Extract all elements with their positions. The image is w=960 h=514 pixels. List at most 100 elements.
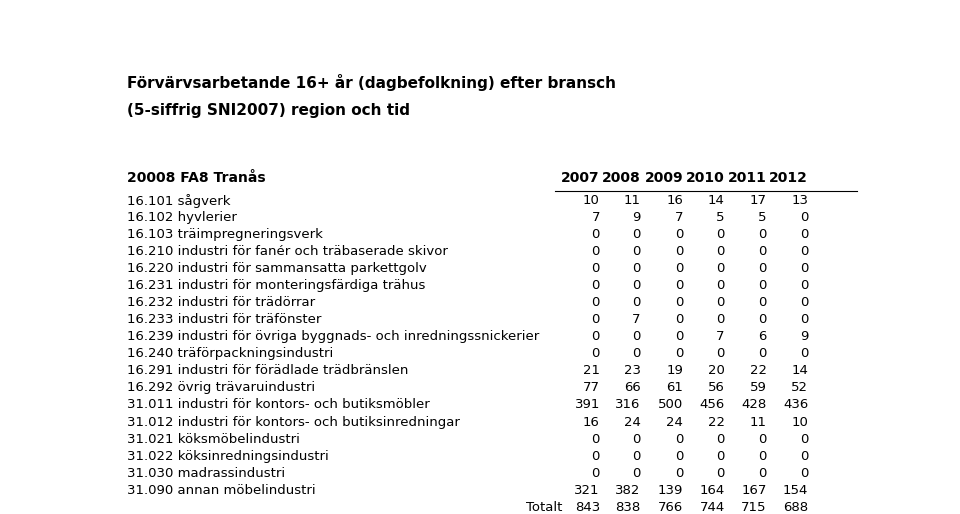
Text: 16.233 industri för träfönster: 16.233 industri för träfönster (128, 314, 322, 326)
Text: 0: 0 (591, 228, 600, 241)
Text: 0: 0 (591, 314, 600, 326)
Text: 0: 0 (675, 347, 684, 360)
Text: 843: 843 (575, 501, 600, 513)
Text: 56: 56 (708, 381, 725, 394)
Text: 2009: 2009 (644, 171, 684, 185)
Text: 2011: 2011 (728, 171, 766, 185)
Text: 0: 0 (591, 450, 600, 463)
Text: 31.011 industri för kontors- och butiksmöbler: 31.011 industri för kontors- och butiksm… (128, 398, 430, 412)
Text: Förvärvsarbetande 16+ år (dagbefolkning) efter bransch: Förvärvsarbetande 16+ år (dagbefolkning)… (128, 74, 616, 90)
Text: 59: 59 (750, 381, 766, 394)
Text: 2010: 2010 (686, 171, 725, 185)
Text: 0: 0 (716, 467, 725, 480)
Text: 766: 766 (658, 501, 684, 513)
Text: 391: 391 (574, 398, 600, 412)
Text: 16: 16 (666, 194, 684, 207)
Text: 0: 0 (675, 331, 684, 343)
Text: 154: 154 (782, 484, 808, 497)
Text: 16.231 industri för monteringsfärdiga trähus: 16.231 industri för monteringsfärdiga tr… (128, 280, 426, 292)
Text: 2008: 2008 (602, 171, 641, 185)
Text: 2012: 2012 (769, 171, 808, 185)
Text: 9: 9 (633, 211, 641, 224)
Text: 66: 66 (624, 381, 641, 394)
Text: 0: 0 (591, 262, 600, 276)
Text: 2007: 2007 (562, 171, 600, 185)
Text: 16.291 industri för förädlade trädbränslen: 16.291 industri för förädlade trädbränsl… (128, 364, 409, 377)
Text: 0: 0 (800, 347, 808, 360)
Text: 0: 0 (800, 228, 808, 241)
Text: 0: 0 (800, 432, 808, 446)
Text: 0: 0 (800, 262, 808, 276)
Text: 0: 0 (633, 262, 641, 276)
Text: 11: 11 (750, 415, 766, 429)
Text: 0: 0 (591, 297, 600, 309)
Text: 0: 0 (675, 297, 684, 309)
Text: 11: 11 (624, 194, 641, 207)
Text: 167: 167 (741, 484, 766, 497)
Text: 688: 688 (783, 501, 808, 513)
Text: 16.239 industri för övriga byggnads- och inredningssnickerier: 16.239 industri för övriga byggnads- och… (128, 331, 540, 343)
Text: 0: 0 (633, 331, 641, 343)
Text: 0: 0 (591, 432, 600, 446)
Text: 0: 0 (633, 450, 641, 463)
Text: 0: 0 (633, 280, 641, 292)
Text: 0: 0 (716, 314, 725, 326)
Text: 77: 77 (583, 381, 600, 394)
Text: 22: 22 (750, 364, 766, 377)
Text: 52: 52 (791, 381, 808, 394)
Text: 0: 0 (758, 280, 766, 292)
Text: 0: 0 (716, 262, 725, 276)
Text: 23: 23 (624, 364, 641, 377)
Text: 321: 321 (574, 484, 600, 497)
Text: 0: 0 (591, 245, 600, 259)
Text: 16.292 övrig trävaruindustri: 16.292 övrig trävaruindustri (128, 381, 316, 394)
Text: 316: 316 (615, 398, 641, 412)
Text: 0: 0 (758, 314, 766, 326)
Text: Totalt: Totalt (526, 501, 563, 513)
Text: 0: 0 (758, 347, 766, 360)
Text: 139: 139 (658, 484, 684, 497)
Text: 0: 0 (800, 245, 808, 259)
Text: 0: 0 (675, 228, 684, 241)
Text: 14: 14 (791, 364, 808, 377)
Text: 0: 0 (633, 245, 641, 259)
Text: 31.030 madrassindustri: 31.030 madrassindustri (128, 467, 285, 480)
Text: 744: 744 (700, 501, 725, 513)
Text: 13: 13 (791, 194, 808, 207)
Text: 0: 0 (758, 297, 766, 309)
Text: 7: 7 (675, 211, 684, 224)
Text: 0: 0 (800, 450, 808, 463)
Text: 31.012 industri för kontors- och butiksinredningar: 31.012 industri för kontors- och butiksi… (128, 415, 460, 429)
Text: 5: 5 (716, 211, 725, 224)
Text: 22: 22 (708, 415, 725, 429)
Text: 16.102 hyvlerier: 16.102 hyvlerier (128, 211, 237, 224)
Text: 0: 0 (633, 297, 641, 309)
Text: 16.232 industri för trädörrar: 16.232 industri för trädörrar (128, 297, 316, 309)
Text: 0: 0 (758, 228, 766, 241)
Text: 31.022 köksinredningsindustri: 31.022 köksinredningsindustri (128, 450, 329, 463)
Text: 0: 0 (675, 432, 684, 446)
Text: 0: 0 (675, 245, 684, 259)
Text: 6: 6 (758, 331, 766, 343)
Text: 10: 10 (583, 194, 600, 207)
Text: 17: 17 (750, 194, 766, 207)
Text: 456: 456 (700, 398, 725, 412)
Text: 0: 0 (716, 450, 725, 463)
Text: 0: 0 (591, 347, 600, 360)
Text: 0: 0 (716, 245, 725, 259)
Text: 0: 0 (675, 450, 684, 463)
Text: 0: 0 (758, 245, 766, 259)
Text: (5-siffrig SNI2007) region och tid: (5-siffrig SNI2007) region och tid (128, 103, 411, 118)
Text: 0: 0 (675, 280, 684, 292)
Text: 24: 24 (666, 415, 684, 429)
Text: 0: 0 (591, 331, 600, 343)
Text: 16.240 träförpackningsindustri: 16.240 träförpackningsindustri (128, 347, 334, 360)
Text: 838: 838 (615, 501, 641, 513)
Text: 0: 0 (591, 467, 600, 480)
Text: 0: 0 (716, 432, 725, 446)
Text: 0: 0 (758, 432, 766, 446)
Text: 164: 164 (700, 484, 725, 497)
Text: 5: 5 (758, 211, 766, 224)
Text: 61: 61 (666, 381, 684, 394)
Text: 7: 7 (633, 314, 641, 326)
